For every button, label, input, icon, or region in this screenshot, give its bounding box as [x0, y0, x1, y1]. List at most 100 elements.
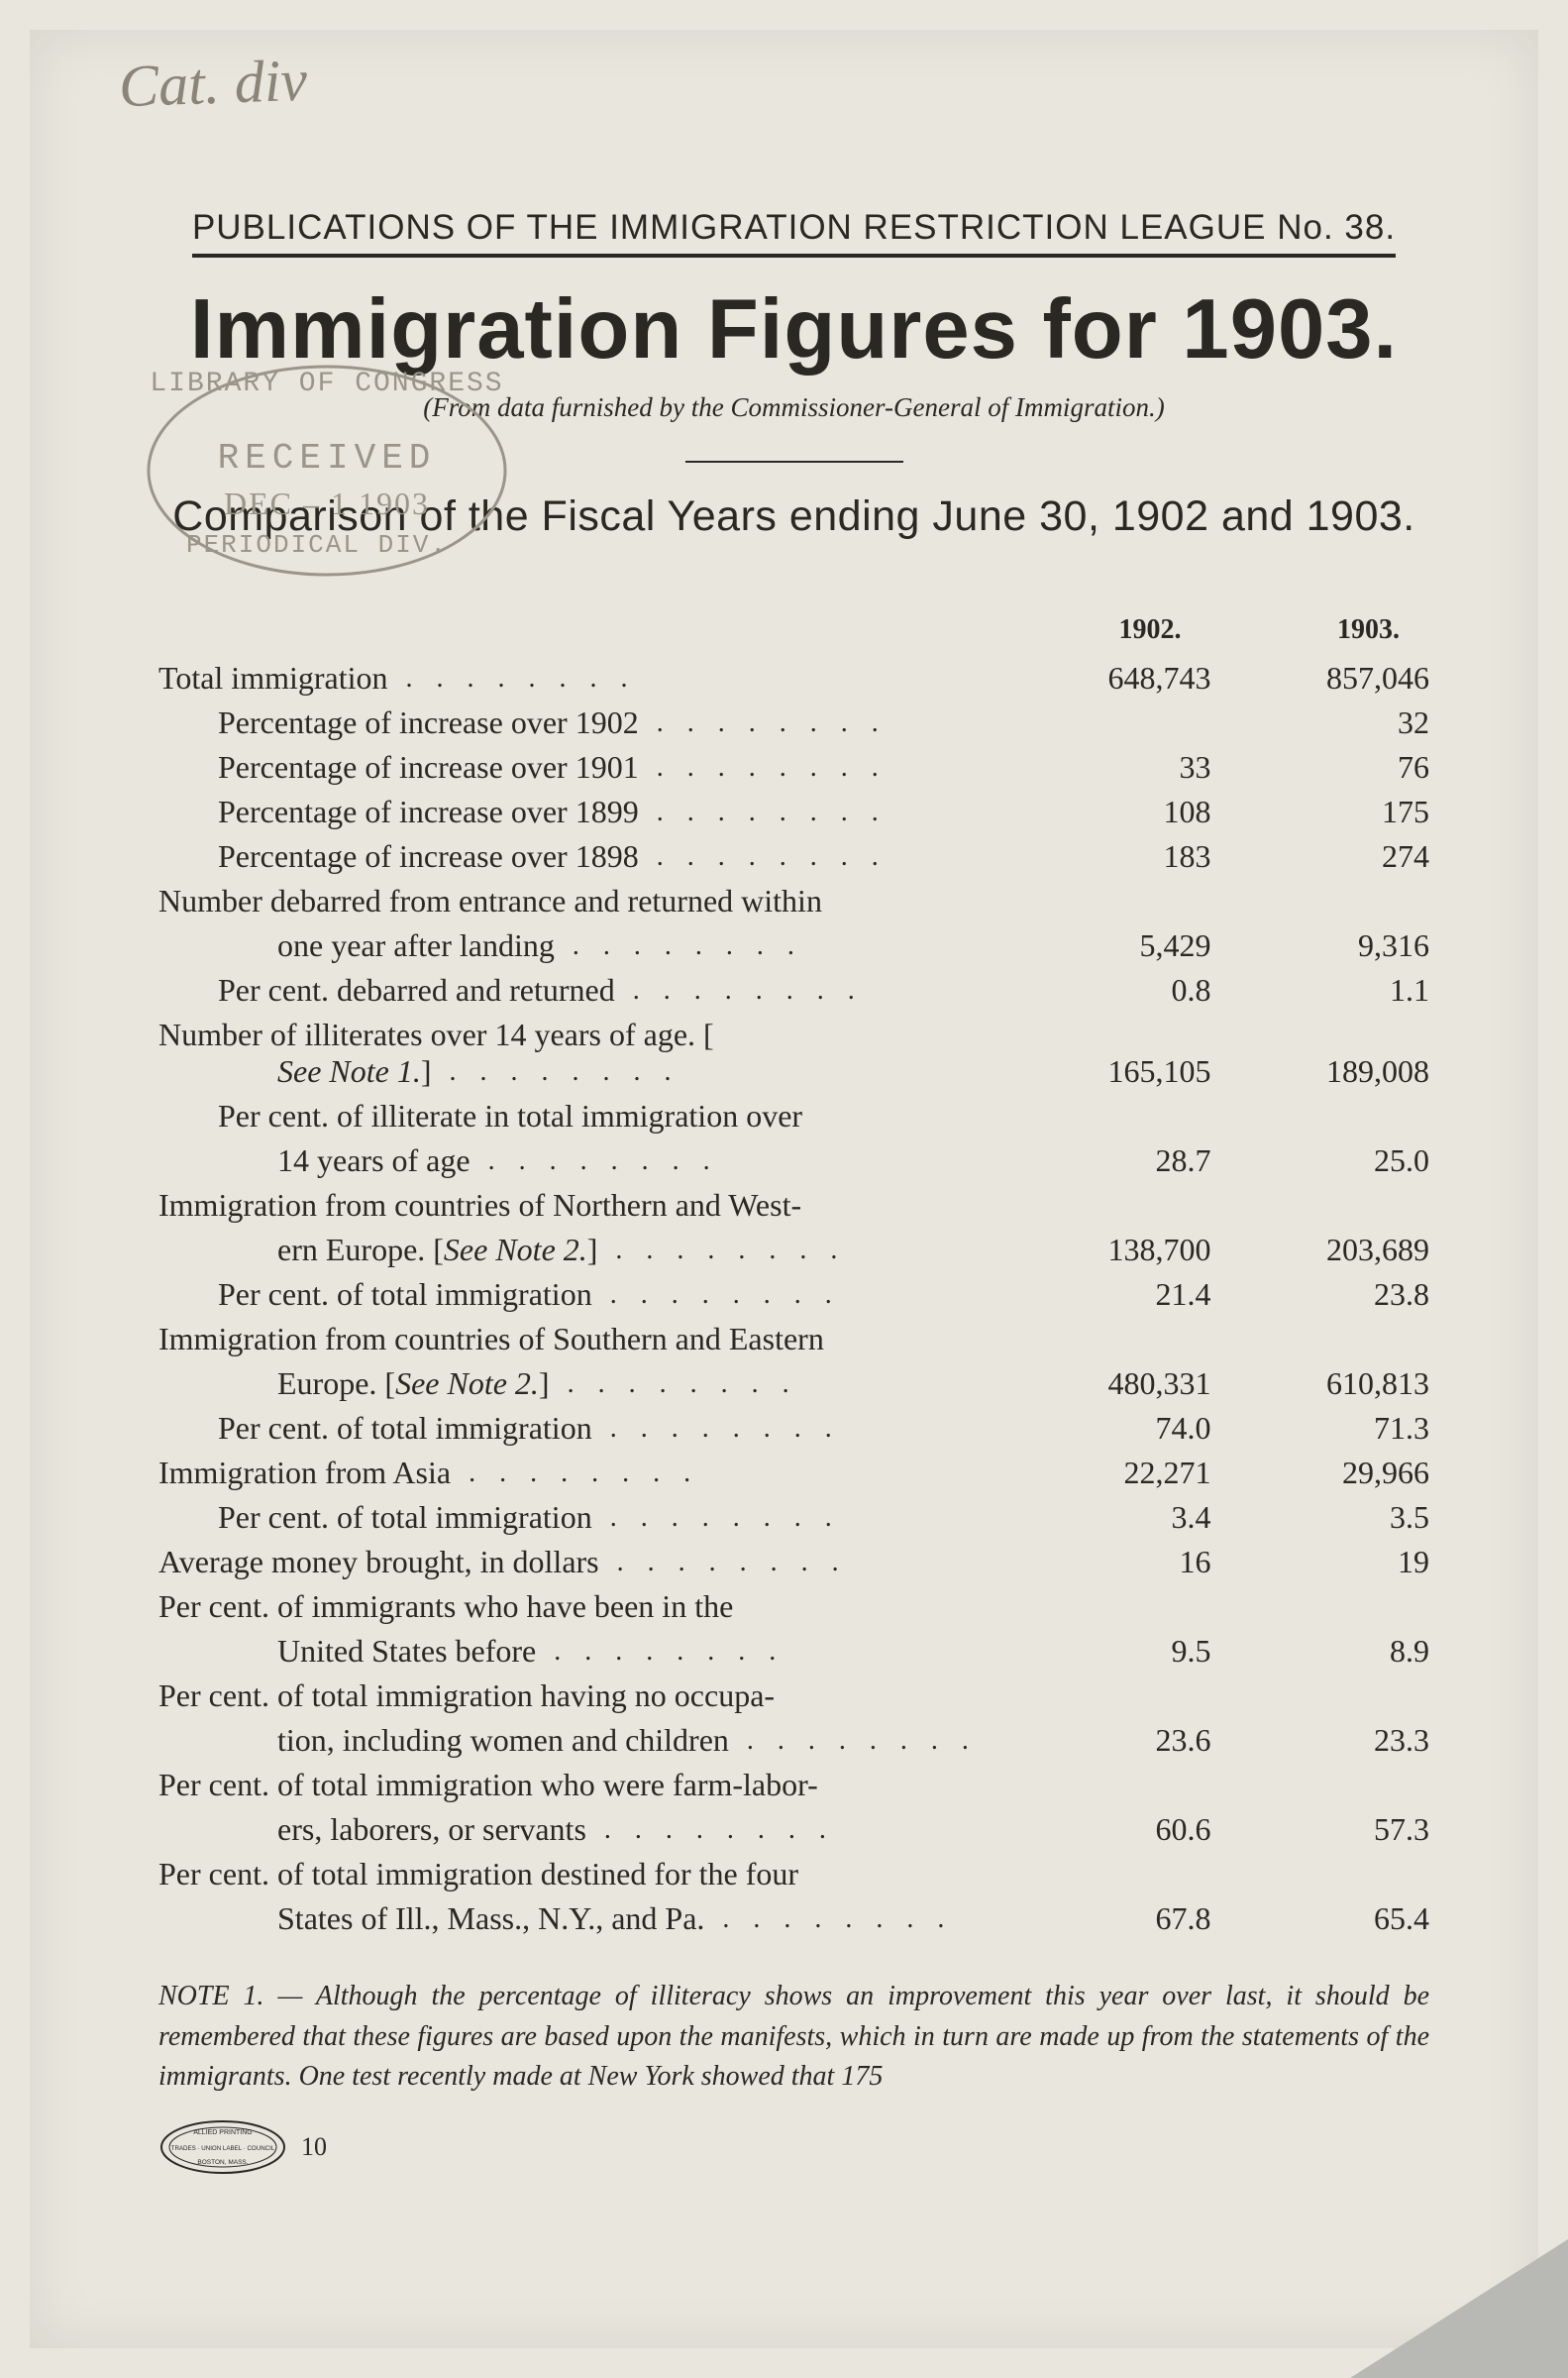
value-1903: 32 — [1210, 701, 1429, 745]
divider-rule — [685, 461, 903, 463]
value-1902: 648,743 — [993, 656, 1211, 701]
page-corner-tear — [1350, 2239, 1568, 2378]
table-row: Per cent. debarred and returned........0… — [158, 968, 1429, 1013]
value-1903 — [1210, 1317, 1429, 1361]
table-row: Percentage of increase over 1899........… — [158, 790, 1429, 834]
row-label: Immigration from countries of Southern a… — [158, 1317, 993, 1361]
table-row: Per cent. of total immigration who were … — [158, 1763, 1429, 1807]
table-row: ers, laborers, or servants........60.657… — [158, 1807, 1429, 1852]
value-1902: 165,105 — [993, 1013, 1211, 1094]
row-label: Number of illiterates over 14 years of a… — [158, 1013, 993, 1094]
value-1903 — [1210, 1094, 1429, 1138]
value-1903 — [1210, 1183, 1429, 1228]
value-1902: 67.8 — [993, 1896, 1211, 1941]
table-row: Total immigration........648,743857,046 — [158, 656, 1429, 701]
row-label: ers, laborers, or servants........ — [158, 1807, 993, 1852]
table-row: Per cent. of total immigration having no… — [158, 1674, 1429, 1718]
value-1902: 108 — [993, 790, 1211, 834]
svg-text:TRADES · UNION LABEL · COUNCIL: TRADES · UNION LABEL · COUNCIL — [171, 2145, 275, 2152]
value-1902: 22,271 — [993, 1451, 1211, 1495]
comparison-heading: Comparison of the Fiscal Years ending Ju… — [158, 492, 1429, 541]
table-row: United States before........9.58.9 — [158, 1629, 1429, 1674]
table-row: Per cent. of illiterate in total immigra… — [158, 1094, 1429, 1138]
table-row: States of Ill., Mass., N.Y., and Pa.....… — [158, 1896, 1429, 1941]
document-page: Cat. div LIBRARY OF CONGRESS RECEIVED DE… — [0, 0, 1568, 2378]
table-row: ern Europe. [See Note 2.]........138,700… — [158, 1228, 1429, 1272]
row-label: Per cent. of total immigration having no… — [158, 1674, 993, 1718]
value-1902 — [993, 1852, 1211, 1896]
value-1902 — [993, 1317, 1211, 1361]
value-1903: 189,008 — [1210, 1013, 1429, 1094]
table-row: Average money brought, in dollars.......… — [158, 1540, 1429, 1584]
row-label: Per cent. of total immigration who were … — [158, 1763, 993, 1807]
value-1902: 33 — [993, 745, 1211, 790]
row-label: Per cent. of total immigration destined … — [158, 1852, 993, 1896]
value-1903: 25.0 — [1210, 1138, 1429, 1183]
value-1903: 857,046 — [1210, 656, 1429, 701]
value-1902: 74.0 — [993, 1406, 1211, 1451]
value-1902 — [993, 879, 1211, 923]
svg-text:BOSTON, MASS.: BOSTON, MASS. — [197, 2159, 248, 2166]
value-1903: 9,316 — [1210, 923, 1429, 968]
value-1903 — [1210, 1584, 1429, 1629]
value-1902: 5,429 — [993, 923, 1211, 968]
row-label: 14 years of age........ — [158, 1138, 993, 1183]
page-number: 10 — [301, 2132, 327, 2162]
row-label: tion, including women and children......… — [158, 1718, 993, 1763]
value-1902 — [993, 701, 1211, 745]
value-1903: 175 — [1210, 790, 1429, 834]
row-label: Percentage of increase over 1901........ — [158, 745, 993, 790]
value-1903: 71.3 — [1210, 1406, 1429, 1451]
col-header-1902: 1902. — [993, 610, 1211, 656]
table-row: 14 years of age........28.725.0 — [158, 1138, 1429, 1183]
value-1903: 1.1 — [1210, 968, 1429, 1013]
value-1903 — [1210, 879, 1429, 923]
row-label: Per cent. of total immigration........ — [158, 1495, 993, 1540]
value-1902: 60.6 — [993, 1807, 1211, 1852]
row-label: Immigration from countries of Northern a… — [158, 1183, 993, 1228]
comparison-table: 1902. 1903. Total immigration........648… — [158, 610, 1429, 1941]
value-1902: 28.7 — [993, 1138, 1211, 1183]
union-label-icon: ALLIED PRINTING TRADES · UNION LABEL · C… — [158, 2117, 287, 2177]
value-1903: 29,966 — [1210, 1451, 1429, 1495]
table-row: Percentage of increase over 1901........… — [158, 745, 1429, 790]
value-1902: 183 — [993, 834, 1211, 879]
svg-text:ALLIED PRINTING: ALLIED PRINTING — [193, 2129, 253, 2136]
value-1903: 203,689 — [1210, 1228, 1429, 1272]
library-stamp: LIBRARY OF CONGRESS RECEIVED DEC – 1 190… — [139, 357, 515, 585]
main-title: Immigration Figures for 1903. — [158, 281, 1429, 378]
row-label: Per cent. of total immigration........ — [158, 1272, 993, 1317]
table-row: Per cent. of total immigration destined … — [158, 1852, 1429, 1896]
table-row: Number of illiterates over 14 years of a… — [158, 1013, 1429, 1094]
value-1903: 65.4 — [1210, 1896, 1429, 1941]
col-header-1903: 1903. — [1210, 610, 1429, 656]
table-row: Europe. [See Note 2.]........480,331610,… — [158, 1361, 1429, 1406]
table-header-row: 1902. 1903. — [158, 610, 1429, 656]
table-row: Percentage of increase over 1898........… — [158, 834, 1429, 879]
table-row: tion, including women and children......… — [158, 1718, 1429, 1763]
table-row: one year after landing........5,4299,316 — [158, 923, 1429, 968]
table-row: Immigration from countries of Northern a… — [158, 1183, 1429, 1228]
row-label: Percentage of increase over 1899........ — [158, 790, 993, 834]
value-1902: 9.5 — [993, 1629, 1211, 1674]
row-label: Immigration from Asia........ — [158, 1451, 993, 1495]
value-1903 — [1210, 1852, 1429, 1896]
value-1902: 23.6 — [993, 1718, 1211, 1763]
value-1902: 21.4 — [993, 1272, 1211, 1317]
handwritten-annotation: Cat. div — [118, 47, 308, 122]
value-1902 — [993, 1094, 1211, 1138]
row-label: United States before........ — [158, 1629, 993, 1674]
value-1903: 23.3 — [1210, 1718, 1429, 1763]
value-1903: 610,813 — [1210, 1361, 1429, 1406]
value-1903: 19 — [1210, 1540, 1429, 1584]
publication-line: PUBLICATIONS OF THE IMMIGRATION RESTRICT… — [192, 208, 1396, 258]
row-label: Percentage of increase over 1898........ — [158, 834, 993, 879]
row-label: one year after landing........ — [158, 923, 993, 968]
table-row: Per cent. of total immigration........21… — [158, 1272, 1429, 1317]
value-1902 — [993, 1763, 1211, 1807]
row-label: Per cent. of total immigration........ — [158, 1406, 993, 1451]
table-row: Per cent. of total immigration........74… — [158, 1406, 1429, 1451]
row-label: Per cent. debarred and returned........ — [158, 968, 993, 1013]
value-1903: 8.9 — [1210, 1629, 1429, 1674]
table-row: Percentage of increase over 1902........… — [158, 701, 1429, 745]
